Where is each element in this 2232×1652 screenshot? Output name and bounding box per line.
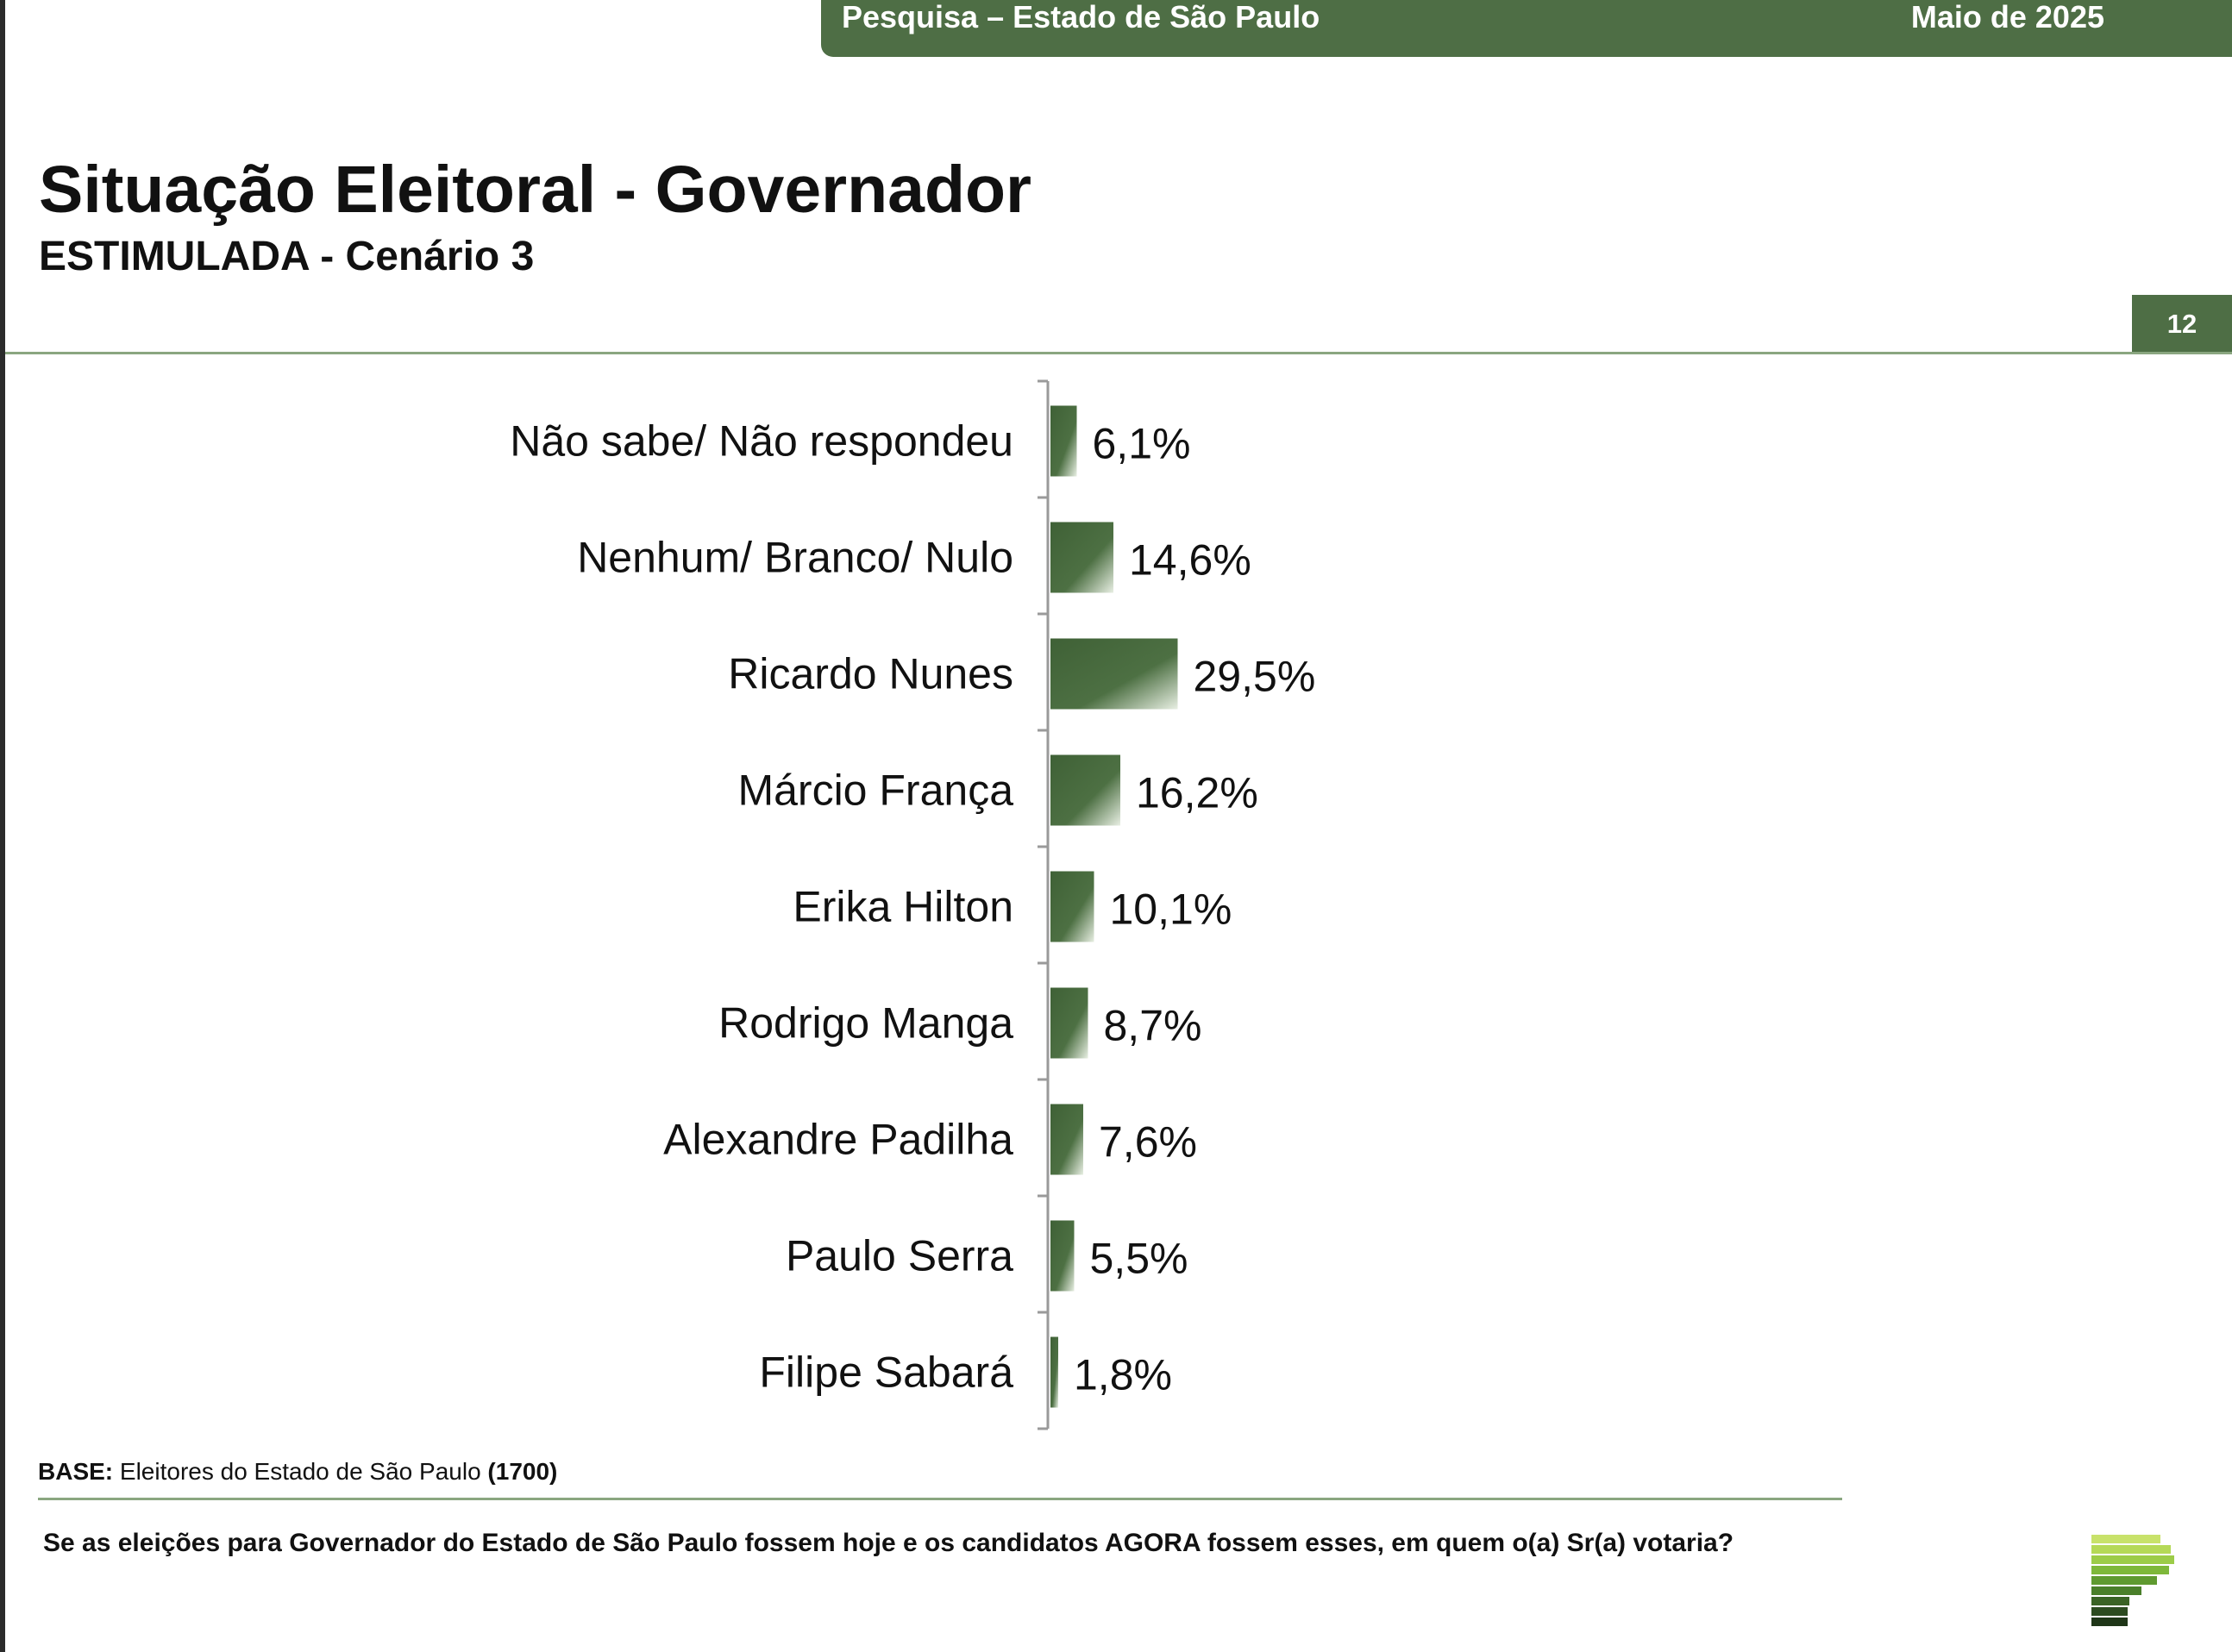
stacked-green-bars-logo — [2091, 1535, 2174, 1626]
category-label: Não sabe/ Não respondeu — [510, 417, 1013, 466]
survey-question: Se as eleições para Governador do Estado… — [43, 1529, 1734, 1557]
value-label: 8,7% — [1104, 1002, 1202, 1050]
category-label: Filipe Sabará — [759, 1349, 1013, 1397]
bar — [1050, 871, 1094, 942]
category-label: Nenhum/ Branco/ Nulo — [577, 534, 1013, 582]
value-label: 29,5% — [1194, 653, 1316, 701]
left-edge-border — [0, 0, 5, 1652]
bar — [1050, 405, 1077, 477]
page-number-badge: 12 — [2132, 295, 2232, 354]
top-banner: Pesquisa – Estado de São Paulo Maio de 2… — [821, 0, 2232, 57]
bar — [1050, 638, 1178, 710]
value-label: 14,6% — [1129, 536, 1251, 585]
header-divider — [5, 352, 2232, 354]
base-text: Eleitores do Estado de São Paulo — [119, 1458, 481, 1485]
bar — [1050, 1104, 1083, 1175]
value-label: 6,1% — [1093, 420, 1191, 468]
category-label: Paulo Serra — [786, 1232, 1013, 1280]
bar-chart: Não sabe/ Não respondeu 6,1% Nenhum/ Branc… — [510, 379, 1316, 1430]
category-label: Rodrigo Manga — [718, 999, 1013, 1048]
category-label: Erika Hilton — [793, 883, 1013, 931]
survey-name: Pesquisa – Estado de São Paulo — [842, 0, 1320, 34]
bar — [1050, 522, 1113, 593]
bar — [1050, 987, 1088, 1059]
value-label: 10,1% — [1110, 885, 1232, 934]
category-label: Ricardo Nunes — [728, 650, 1013, 698]
base-count: (1700) — [487, 1458, 558, 1485]
footer-divider — [38, 1498, 1842, 1500]
survey-date: Maio de 2025 — [1910, 0, 2104, 34]
category-label: Alexandre Padilha — [663, 1116, 1013, 1164]
value-label: 1,8% — [1074, 1351, 1172, 1399]
base-label: BASE: — [38, 1458, 114, 1485]
value-label: 16,2% — [1136, 769, 1258, 817]
value-label: 5,5% — [1090, 1235, 1188, 1283]
page-title: Situação Eleitoral - Governador — [39, 153, 1032, 227]
category-label: Márcio França — [737, 767, 1013, 815]
bar — [1050, 1336, 1058, 1408]
page-subtitle: ESTIMULADA - Cenário 3 — [39, 234, 535, 279]
bar — [1050, 1220, 1075, 1292]
base-note: BASE: Eleitores do Estado de São Paulo (… — [38, 1458, 557, 1486]
value-label: 7,6% — [1099, 1118, 1197, 1167]
bar — [1050, 754, 1120, 826]
